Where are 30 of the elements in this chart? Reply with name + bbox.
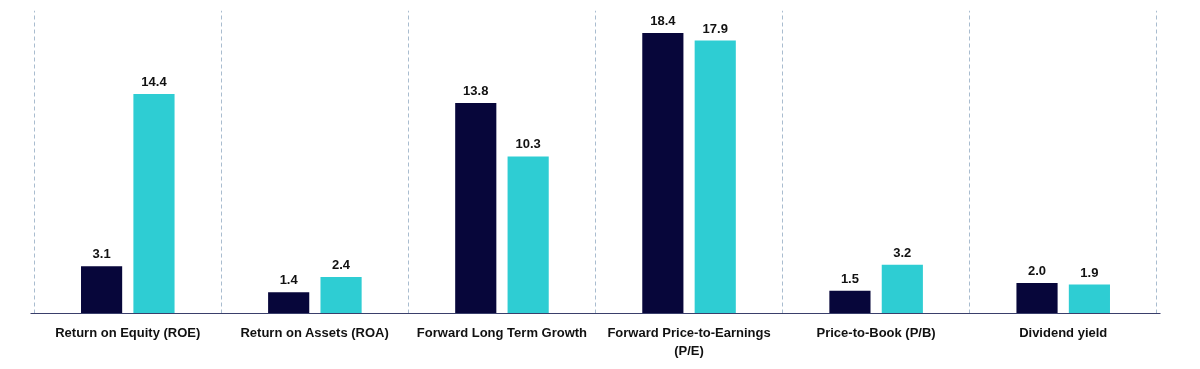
- bar: [133, 93, 175, 314]
- data-label: 3.2: [893, 244, 912, 260]
- x-tick-label: Forward Long Term Growth: [416, 324, 588, 340]
- x-tick-label: Forward Price-to-Earnings (P/E): [607, 324, 771, 358]
- bar: [1016, 283, 1058, 314]
- bar: [642, 32, 684, 314]
- data-label: 2.0: [1027, 263, 1047, 278]
- data-label: 1.5: [840, 270, 859, 286]
- bar: [694, 40, 736, 314]
- data-label: 10.3: [515, 136, 541, 152]
- x-tick-label: Return on Assets (ROA): [240, 324, 389, 340]
- x-tick-label: Price-to-Book (P/B): [816, 324, 936, 340]
- data-label: 14.4: [141, 73, 168, 89]
- bar: [320, 276, 362, 314]
- data-label: 3.1: [92, 246, 111, 262]
- bar: [829, 290, 871, 314]
- bar: [455, 103, 497, 314]
- data-label: 1.9: [1080, 264, 1099, 280]
- data-label: 18.4: [650, 12, 677, 28]
- data-label: 2.4: [332, 256, 351, 272]
- bar: [268, 292, 310, 314]
- bar: [881, 264, 923, 314]
- data-label: 13.8: [463, 83, 489, 99]
- bar: [507, 156, 549, 314]
- x-tick-label: Return on Equity (ROE): [55, 324, 201, 340]
- data-label: 1.4: [279, 272, 299, 288]
- data-label: 17.9: [702, 20, 728, 36]
- bar: [81, 266, 123, 314]
- bar: [1068, 284, 1110, 314]
- x-tick-label: Dividend yield: [1019, 324, 1108, 340]
